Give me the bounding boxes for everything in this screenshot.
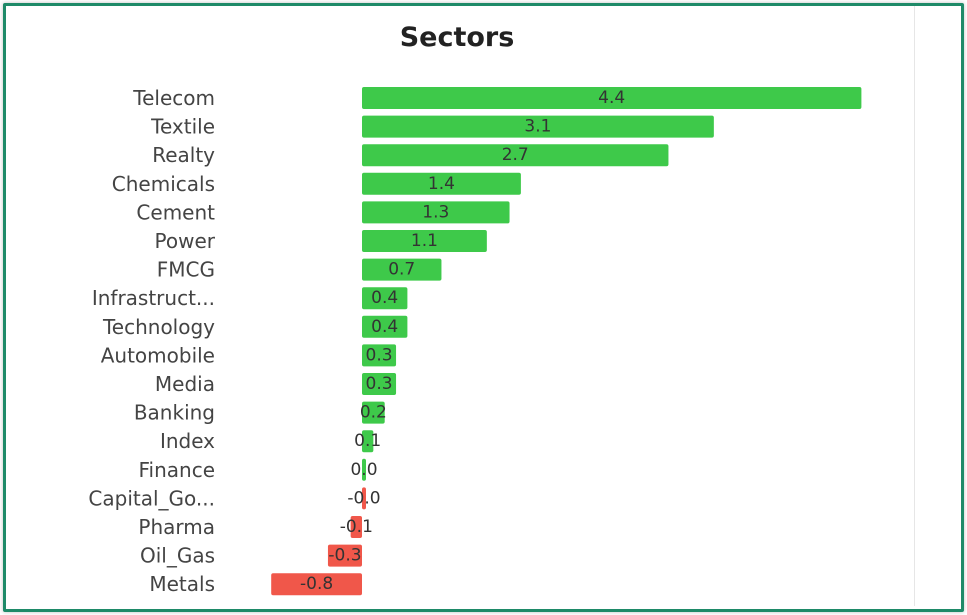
bar[interactable] xyxy=(362,258,442,281)
category-label: Finance xyxy=(138,458,215,482)
category-label: Automobile xyxy=(101,343,215,367)
value-label: 0.3 xyxy=(366,374,393,394)
bar[interactable] xyxy=(362,401,385,424)
bar[interactable] xyxy=(362,430,374,453)
bar[interactable] xyxy=(350,516,362,538)
value-label: 0.7 xyxy=(388,260,415,280)
category-label: Oil_Gas xyxy=(140,544,215,568)
bar[interactable] xyxy=(362,87,862,109)
panel-divider xyxy=(914,6,915,606)
bar[interactable] xyxy=(362,487,366,510)
category-label: Media xyxy=(155,372,215,396)
value-label: 3.1 xyxy=(524,117,551,137)
category-label: Textile xyxy=(150,115,215,139)
value-label: 0.0 xyxy=(350,460,377,480)
category-label: Infrastruct... xyxy=(92,286,215,310)
category-label: Banking xyxy=(134,401,215,425)
bar[interactable] xyxy=(362,201,510,224)
category-label: Capital_Go... xyxy=(88,486,215,510)
value-label: -0.1 xyxy=(340,517,373,537)
category-label: Realty xyxy=(152,143,215,167)
category-label: Pharma xyxy=(138,515,215,539)
value-label: -0.8 xyxy=(300,574,333,594)
bar[interactable] xyxy=(271,573,362,596)
value-label: -0.3 xyxy=(328,546,361,566)
value-label: 0.4 xyxy=(371,288,398,308)
category-label: FMCG xyxy=(157,258,215,282)
category-label: Power xyxy=(155,229,216,253)
value-label: -0.0 xyxy=(347,488,380,508)
bar[interactable] xyxy=(362,172,521,195)
category-label: Cement xyxy=(136,200,215,224)
category-label: Index xyxy=(160,429,215,453)
value-label: 4.4 xyxy=(598,88,625,108)
value-label: 1.1 xyxy=(411,231,438,251)
value-label: 0.4 xyxy=(371,317,398,337)
value-label: 0.3 xyxy=(366,345,393,365)
bar[interactable] xyxy=(362,373,397,395)
value-label: 0.1 xyxy=(354,431,381,451)
value-label: 0.2 xyxy=(360,403,387,423)
bar[interactable] xyxy=(362,458,366,481)
bar[interactable] xyxy=(327,544,362,567)
category-label: Chemicals xyxy=(112,172,215,196)
bar[interactable] xyxy=(362,230,487,252)
bar[interactable] xyxy=(362,344,397,367)
value-label: 2.7 xyxy=(502,145,529,165)
value-label: 1.3 xyxy=(422,202,449,222)
chart-title: Sectors xyxy=(399,22,515,53)
bar[interactable] xyxy=(362,287,408,310)
bar[interactable] xyxy=(362,115,714,138)
category-label: Technology xyxy=(102,315,215,339)
value-label: 1.4 xyxy=(428,174,455,194)
category-label: Telecom xyxy=(132,86,215,110)
category-label: Metals xyxy=(149,572,215,596)
bar[interactable] xyxy=(362,144,669,167)
bar[interactable] xyxy=(362,315,408,338)
